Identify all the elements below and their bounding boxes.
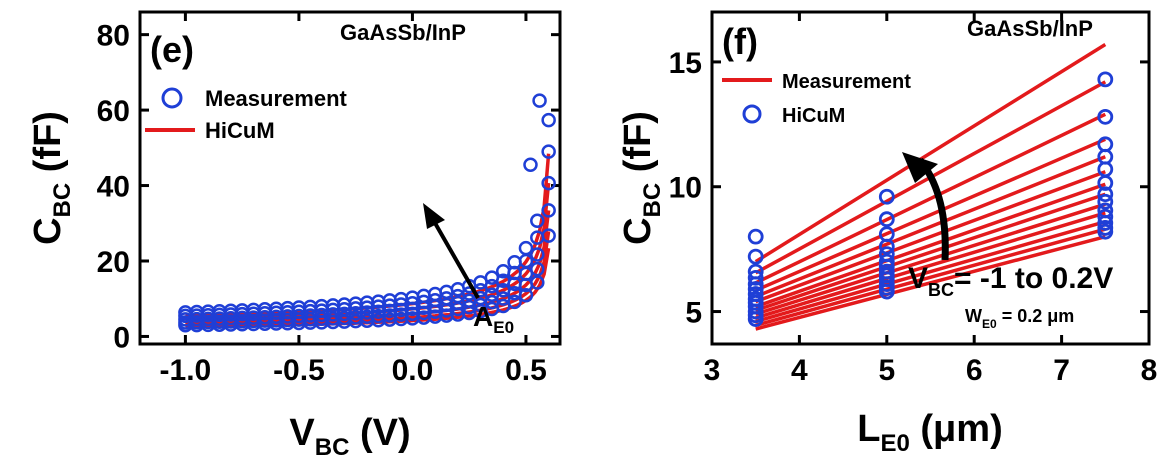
panel-f-y-axis-title: CBC (fF) — [617, 111, 666, 245]
panel-f-point — [747, 281, 764, 297]
panel-f-point — [1097, 208, 1114, 225]
panel-f-chart: 3 4 5 6 7 8 5 10 15 (f) GaAsSb/InP Measurement H… — [617, 10, 1158, 457]
panel-f-material-label: GaAsSb/InP — [967, 16, 1093, 41]
panel-f-point — [747, 263, 764, 280]
panel-f-point — [1097, 202, 1114, 219]
panel-f-line-10 — [755, 137, 1106, 292]
panel-f-legend-hicum-label: HiCuM — [782, 105, 845, 127]
panel-f-line-1 — [755, 234, 1106, 331]
panel-f-legend-hicum-marker — [742, 104, 762, 124]
panel-e-ticks: -1.0 -0.5 0.0 0.5 0 20 40 60 80 — [97, 12, 560, 387]
panel-f-point — [747, 228, 764, 245]
panel-f-point — [1097, 161, 1114, 178]
panel-e-annotation: AE0 — [473, 301, 514, 337]
panel-e-trend-arrow — [433, 222, 480, 299]
panel-f-fit-lines — [754, 42, 1107, 331]
panel-e-measurement-point — [484, 270, 500, 285]
panel-f-point — [1097, 186, 1114, 203]
panel-e-measurement-point — [541, 112, 556, 128]
panel-f-data-points — [747, 71, 1114, 327]
panel-e-x-tick-label: -0.5 — [273, 354, 325, 387]
panel-e-legend-hicum-label: HiCuM — [205, 118, 275, 143]
panel-e-measurement-point — [541, 203, 556, 218]
panel-e-measurement-point — [541, 175, 556, 191]
panel-e-y-tick-label: 60 — [97, 95, 130, 128]
panel-e-measurement-point — [530, 213, 545, 229]
panel-f-point — [1097, 220, 1114, 236]
panel-f-trend-arrowhead — [902, 152, 938, 183]
panel-e-material-label: GaAsSb/InP — [340, 20, 466, 45]
panel-f-point — [878, 211, 895, 228]
panel-f-ticks: 3 4 5 6 7 8 5 10 15 — [669, 12, 1158, 387]
panel-e-y-tick-label: 20 — [97, 246, 130, 279]
panel-f-point — [878, 188, 895, 205]
panel-f-point — [878, 263, 895, 280]
panel-f-point — [1097, 136, 1114, 153]
panel-f-point — [1097, 108, 1114, 125]
panel-f-line-11 — [754, 112, 1107, 285]
panel-f-label: (f) — [722, 21, 758, 62]
panel-f-point — [747, 291, 764, 307]
panel-e-label: (e) — [150, 29, 194, 70]
panel-e-x-axis-title: VBC (V) — [289, 412, 410, 461]
panel-f-point — [878, 226, 895, 243]
panel-f-line-6 — [755, 192, 1106, 312]
panel-f-line-2 — [755, 227, 1106, 327]
panel-f-vbc-annotation: VBC= -1 to 0.2V — [908, 262, 1113, 300]
panel-e-measurement-points — [178, 93, 556, 333]
panel-e-x-tick-label: 0.0 — [392, 354, 434, 387]
panel-f-line-13 — [754, 42, 1107, 264]
panel-e-y-tick-label: 80 — [97, 20, 130, 53]
panel-e-measurement-point — [495, 263, 511, 279]
panel-f-legend-measurement-label: Measurement — [782, 71, 911, 93]
panel-f-x-tick-label: 5 — [878, 354, 895, 387]
panel-f-point — [1097, 71, 1114, 88]
panel-f-y-tick-label: 10 — [669, 172, 702, 205]
panel-f-point — [747, 248, 764, 265]
panel-f-point — [878, 246, 895, 263]
panel-e-measurement-point — [523, 157, 538, 173]
panel-e-x-tick-label: 0.5 — [505, 354, 547, 387]
panel-e-x-tick-label: -1.0 — [160, 354, 212, 387]
panel-f-line-8 — [755, 170, 1106, 304]
panel-e-measurement-point — [530, 230, 545, 245]
panel-f-x-tick-label: 8 — [1141, 354, 1158, 387]
panel-f-point — [1097, 193, 1114, 210]
panel-e-legend-measurement-marker — [161, 87, 183, 109]
panel-f-line-3 — [755, 220, 1106, 324]
panel-f-y-tick-label: 15 — [669, 47, 702, 80]
panel-e-y-axis-title: CBC (fF) — [27, 111, 76, 245]
panel-e-measurement-point — [518, 240, 534, 256]
panel-e-measurement-point — [541, 144, 556, 159]
panel-f-w-annotation: WE0 = 0.2 μm — [965, 306, 1074, 331]
panel-e-chart: -1.0 -0.5 0.0 0.5 0 20 40 60 80 (e) GaAsSb/InP M… — [27, 10, 562, 461]
panel-e-measurement-point — [507, 254, 522, 270]
panel-f-plot-frame — [710, 10, 1151, 346]
panel-f-point — [747, 269, 764, 286]
panel-f-x-tick-label: 7 — [1053, 354, 1070, 387]
panel-f-point — [747, 286, 764, 302]
panel-e-trend-arrowhead — [423, 203, 445, 229]
panel-f-line-9 — [755, 155, 1106, 299]
panel-e-measurement-point — [532, 93, 547, 108]
panel-e-y-tick-label: 40 — [97, 171, 130, 204]
panel-e-plot-frame — [138, 10, 562, 346]
panel-f-y-tick-label: 5 — [685, 297, 702, 330]
panel-f-x-tick-label: 6 — [966, 354, 983, 387]
panel-f-x-tick-label: 4 — [791, 354, 808, 387]
panel-f-line-7 — [755, 182, 1106, 309]
panel-f-x-axis-title: LE0 (μm) — [857, 408, 1002, 457]
panel-e-measurement-point — [530, 247, 545, 262]
panel-e-legend-measurement-label: Measurement — [205, 86, 348, 111]
panel-e-y-tick-label: 0 — [113, 321, 130, 354]
panel-f-point — [878, 253, 895, 270]
panel-f-line-5 — [755, 202, 1106, 316]
panel-f-line-4 — [755, 211, 1106, 320]
panel-f-x-tick-label: 3 — [704, 354, 721, 387]
